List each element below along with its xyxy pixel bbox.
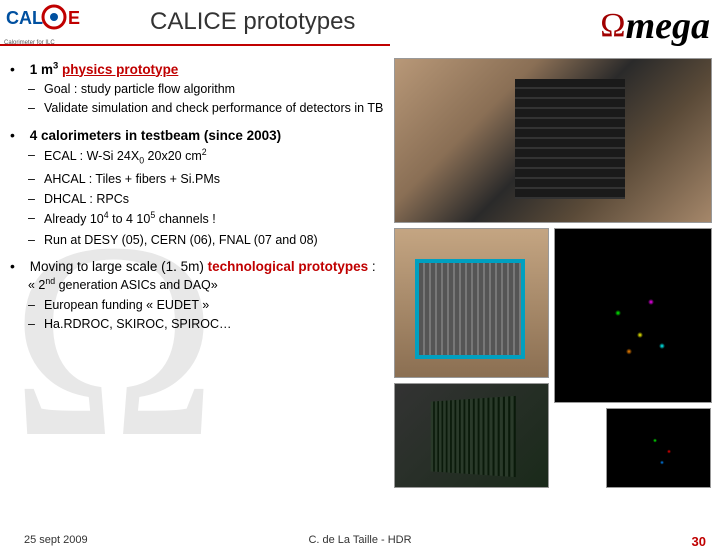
b3-line: « 2nd generation ASICs and DAQ» — [28, 276, 390, 292]
text-column: 1 m3 physics prototype Goal : study part… — [10, 60, 390, 333]
b3-sub-1: European funding « EUDET » — [44, 297, 390, 314]
bullet-1: 1 m3 physics prototype Goal : study part… — [10, 60, 390, 117]
omega-icon: Ω — [600, 7, 625, 44]
bullet-3: Moving to large scale (1. 5m) technologi… — [10, 258, 390, 333]
page-number: 30 — [692, 534, 706, 549]
b2-sub-2: AHCAL : Tiles + fibers + Si.PMs — [44, 171, 390, 188]
b2-sub-5: Run at DESY (05), CERN (06), FNAL (07 an… — [44, 232, 390, 249]
b3-pre: Moving to large scale (1. 5m) — [30, 259, 208, 274]
title-underline — [0, 44, 390, 46]
b1-sub-1: Goal : study particle flow algorithm — [44, 81, 390, 98]
brand-text: mega — [626, 5, 710, 47]
b1-sub-2: Validate simulation and check performanc… — [44, 100, 390, 117]
omega-brand: Ωmega — [600, 4, 710, 48]
b3-highlight: technological prototypes — [208, 259, 369, 274]
b3-sub-2: Ha.RDROC, SKIROC, SPIROC… — [44, 316, 390, 333]
slide-header: CAL E Calorimeter for ILC CALICE prototy… — [0, 0, 720, 54]
svg-text:E: E — [68, 8, 80, 28]
b2-text: 4 calorimeters in testbeam (since 2003) — [30, 128, 281, 143]
bullet-2: 4 calorimeters in testbeam (since 2003) … — [10, 127, 390, 248]
event-display-2 — [606, 408, 711, 488]
footer-author: C. de La Taille - HDR — [0, 534, 720, 546]
b1-highlight: physics prototype — [62, 62, 178, 77]
svg-text:CAL: CAL — [6, 8, 43, 28]
b2-sub-1: ECAL : W-Si 24X0 20x20 cm2 — [44, 147, 390, 167]
slide-body: 1 m3 physics prototype Goal : study part… — [0, 54, 720, 333]
calice-logo: CAL E — [4, 2, 92, 40]
photo-module — [394, 383, 549, 488]
b2-sub-4: Already 104 to 4 105 channels ! — [44, 210, 390, 228]
b2-sub-3: DHCAL : RPCs — [44, 191, 390, 208]
slide-title: CALICE prototypes — [150, 8, 355, 36]
b1-pre: 1 m — [30, 62, 53, 77]
